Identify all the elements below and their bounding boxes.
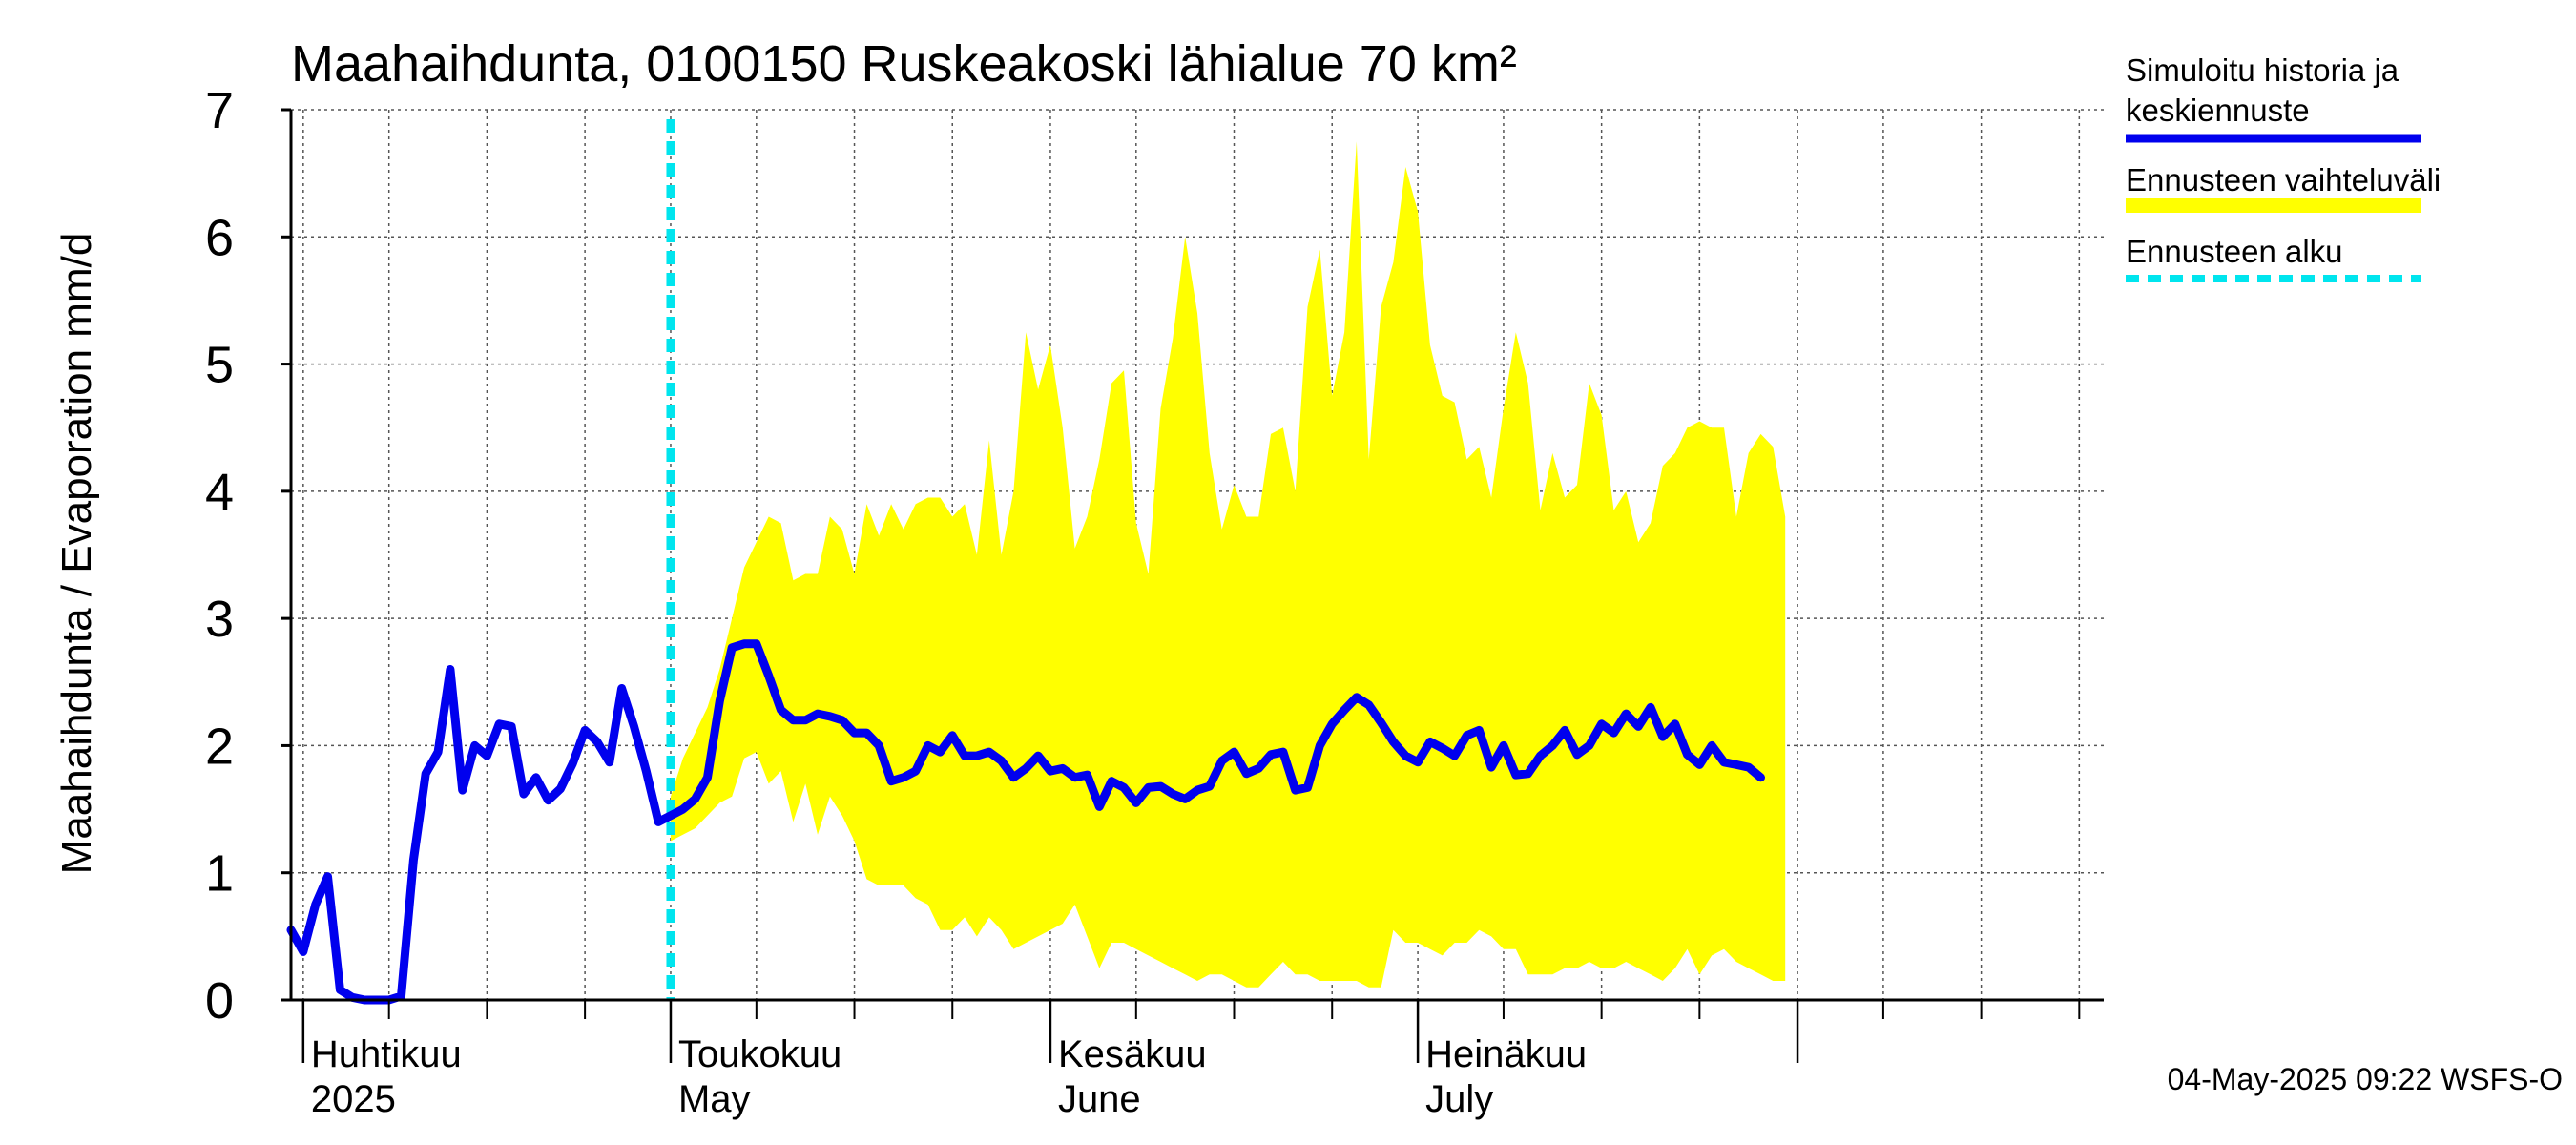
month-label: Huhtikuu bbox=[311, 1033, 462, 1075]
y-tick-label: 3 bbox=[205, 591, 234, 648]
axes bbox=[281, 108, 2104, 1063]
y-tick-label: 4 bbox=[205, 464, 234, 521]
month-label: Kesäkuu bbox=[1058, 1033, 1207, 1075]
month-label: Heinäkuu bbox=[1425, 1033, 1587, 1075]
legend-label: keskiennuste bbox=[2126, 93, 2310, 128]
month-label-secondary: July bbox=[1425, 1078, 1493, 1120]
month-label-secondary: May bbox=[678, 1078, 751, 1120]
y-tick-label: 7 bbox=[205, 82, 234, 139]
month-label-secondary: 2025 bbox=[311, 1078, 396, 1120]
legend: Simuloitu historia ja keskiennuste Ennuste… bbox=[2126, 52, 2441, 282]
y-tick-labels: 0 1 2 3 4 5 6 7 bbox=[205, 82, 234, 1030]
month-label: Toukokuu bbox=[678, 1033, 841, 1075]
y-tick-label: 6 bbox=[205, 209, 234, 266]
month-label-secondary: June bbox=[1058, 1078, 1141, 1120]
legend-label: Ennusteen alku bbox=[2126, 234, 2343, 269]
legend-label: Ennusteen vaihteluväli bbox=[2126, 162, 2441, 198]
y-axis-label: Maahaihdunta / Evaporation mm/d bbox=[53, 233, 100, 875]
legend-label: Simuloitu historia ja bbox=[2126, 52, 2399, 88]
forecast-range-band bbox=[671, 141, 1786, 988]
y-tick-label: 5 bbox=[205, 337, 234, 394]
y-tick-label: 0 bbox=[205, 972, 234, 1030]
forecast-range-area bbox=[671, 141, 1786, 988]
y-tick-label: 2 bbox=[205, 718, 234, 775]
y-tick-label: 1 bbox=[205, 845, 234, 903]
footer-timestamp: 04-May-2025 09:22 WSFS-O bbox=[2168, 1062, 2563, 1096]
series-group bbox=[286, 639, 1765, 1005]
chart-title: Maahaihdunta, 0100150 Ruskeakoski lähial… bbox=[291, 35, 1517, 93]
simulated-series-line bbox=[286, 639, 1765, 1005]
